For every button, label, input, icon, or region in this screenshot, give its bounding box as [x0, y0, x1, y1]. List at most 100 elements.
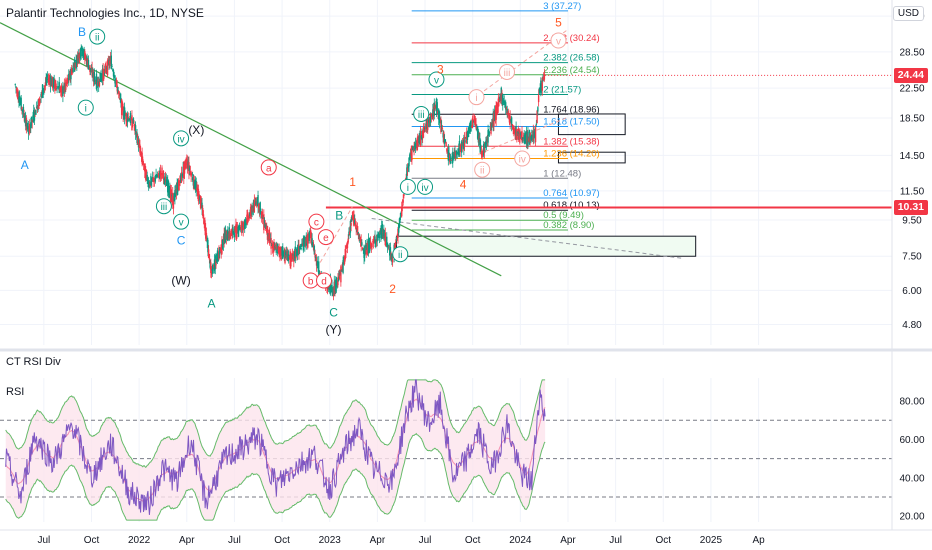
candle-body [300, 247, 302, 250]
candle-body [210, 262, 212, 274]
candle-body [16, 88, 18, 92]
candle-body [160, 173, 162, 176]
candle-body [55, 85, 58, 88]
candle-body [475, 123, 477, 129]
candle-body [78, 54, 80, 59]
trend-layer [0, 22, 892, 277]
candle-body [174, 189, 177, 196]
candle-body [224, 231, 226, 243]
wave-label: ii [95, 33, 99, 44]
candle-body [248, 214, 250, 220]
candle-body [73, 59, 76, 72]
chart-title: Palantir Technologies Inc., 1D, NYSE [6, 6, 204, 20]
candle-body [222, 239, 225, 245]
candle-body [381, 223, 384, 239]
candle-body [491, 120, 494, 126]
candle-body [24, 115, 27, 127]
wave-label-circle [417, 178, 434, 195]
candle-body [517, 128, 520, 140]
wave-label: b [308, 277, 314, 288]
candle-body [241, 226, 244, 227]
candle-body [447, 149, 450, 161]
candle-body [367, 243, 369, 256]
candle-body [194, 179, 197, 190]
wave-label: 2 [389, 282, 396, 296]
candle-body [159, 170, 162, 177]
y-tick-label: 7.50 [902, 252, 922, 263]
candle-body [432, 106, 435, 119]
candle-body [318, 270, 321, 276]
wave-label: 3 [437, 63, 444, 77]
candle-body [418, 137, 420, 144]
candle-body [469, 125, 472, 130]
candle-body [505, 102, 507, 110]
candle-body [246, 212, 249, 224]
candle-body [510, 117, 513, 126]
candle-body [46, 75, 49, 78]
candle-body [143, 163, 146, 167]
candle-body [495, 106, 497, 120]
candle-body [302, 239, 305, 251]
candle-body [213, 259, 216, 271]
candle-body [522, 136, 525, 138]
y-tick-label: 4.80 [902, 320, 922, 331]
candle-body [150, 179, 153, 182]
candle-body [511, 124, 514, 127]
candle-body [83, 49, 85, 57]
candle-body [38, 99, 40, 110]
candle-body [440, 118, 442, 133]
candle-body [462, 142, 464, 146]
candle-body [353, 215, 355, 224]
candle-body [96, 78, 98, 88]
candle-body [25, 117, 28, 131]
candle-body [244, 220, 247, 225]
dashed-trend-line [371, 217, 683, 259]
wave-label: 5 [555, 16, 562, 30]
candle-body [540, 83, 543, 92]
candle-body [155, 174, 157, 178]
candle-body [82, 49, 85, 58]
candle-body [139, 150, 142, 156]
candle-body [104, 64, 107, 73]
candle-body [360, 239, 362, 247]
candle-body [527, 131, 529, 147]
currency-button[interactable]: USD [892, 6, 924, 21]
wave-label-circle [316, 272, 333, 289]
candle-body [115, 79, 118, 85]
candle-body [137, 135, 139, 144]
candle-body [19, 101, 22, 104]
candle-body [72, 65, 74, 72]
candle-body [459, 145, 461, 152]
candle-body [251, 205, 253, 215]
candle-body [118, 91, 120, 94]
candle-body [540, 80, 542, 94]
candle-body [499, 93, 502, 102]
candle-body [530, 136, 532, 140]
candle-body [258, 204, 260, 210]
candle-body [512, 127, 514, 130]
candle-body [289, 251, 291, 266]
candle-body [431, 114, 433, 117]
candle-body [413, 147, 415, 152]
x-tick-label: 2025 [700, 535, 723, 546]
candle-body [45, 78, 47, 83]
candle-body [183, 163, 185, 179]
candle-body [255, 201, 258, 206]
candle-body [221, 239, 223, 254]
x-tick-label: Jul [37, 535, 50, 546]
candle-body [460, 141, 463, 153]
candle-body [315, 256, 317, 259]
candle-body [414, 143, 417, 150]
candle-body [223, 233, 225, 244]
candle-body [488, 132, 491, 133]
fib-level-label: 2.382 (26.58) [543, 53, 600, 64]
candle-body [241, 222, 243, 234]
candle-body [436, 102, 438, 114]
candle-body [129, 113, 132, 124]
candle-body [14, 84, 16, 85]
candle-body [170, 189, 173, 203]
candle-body [16, 90, 19, 98]
rsi-lower-band [5, 432, 546, 521]
candle-body [343, 260, 345, 265]
